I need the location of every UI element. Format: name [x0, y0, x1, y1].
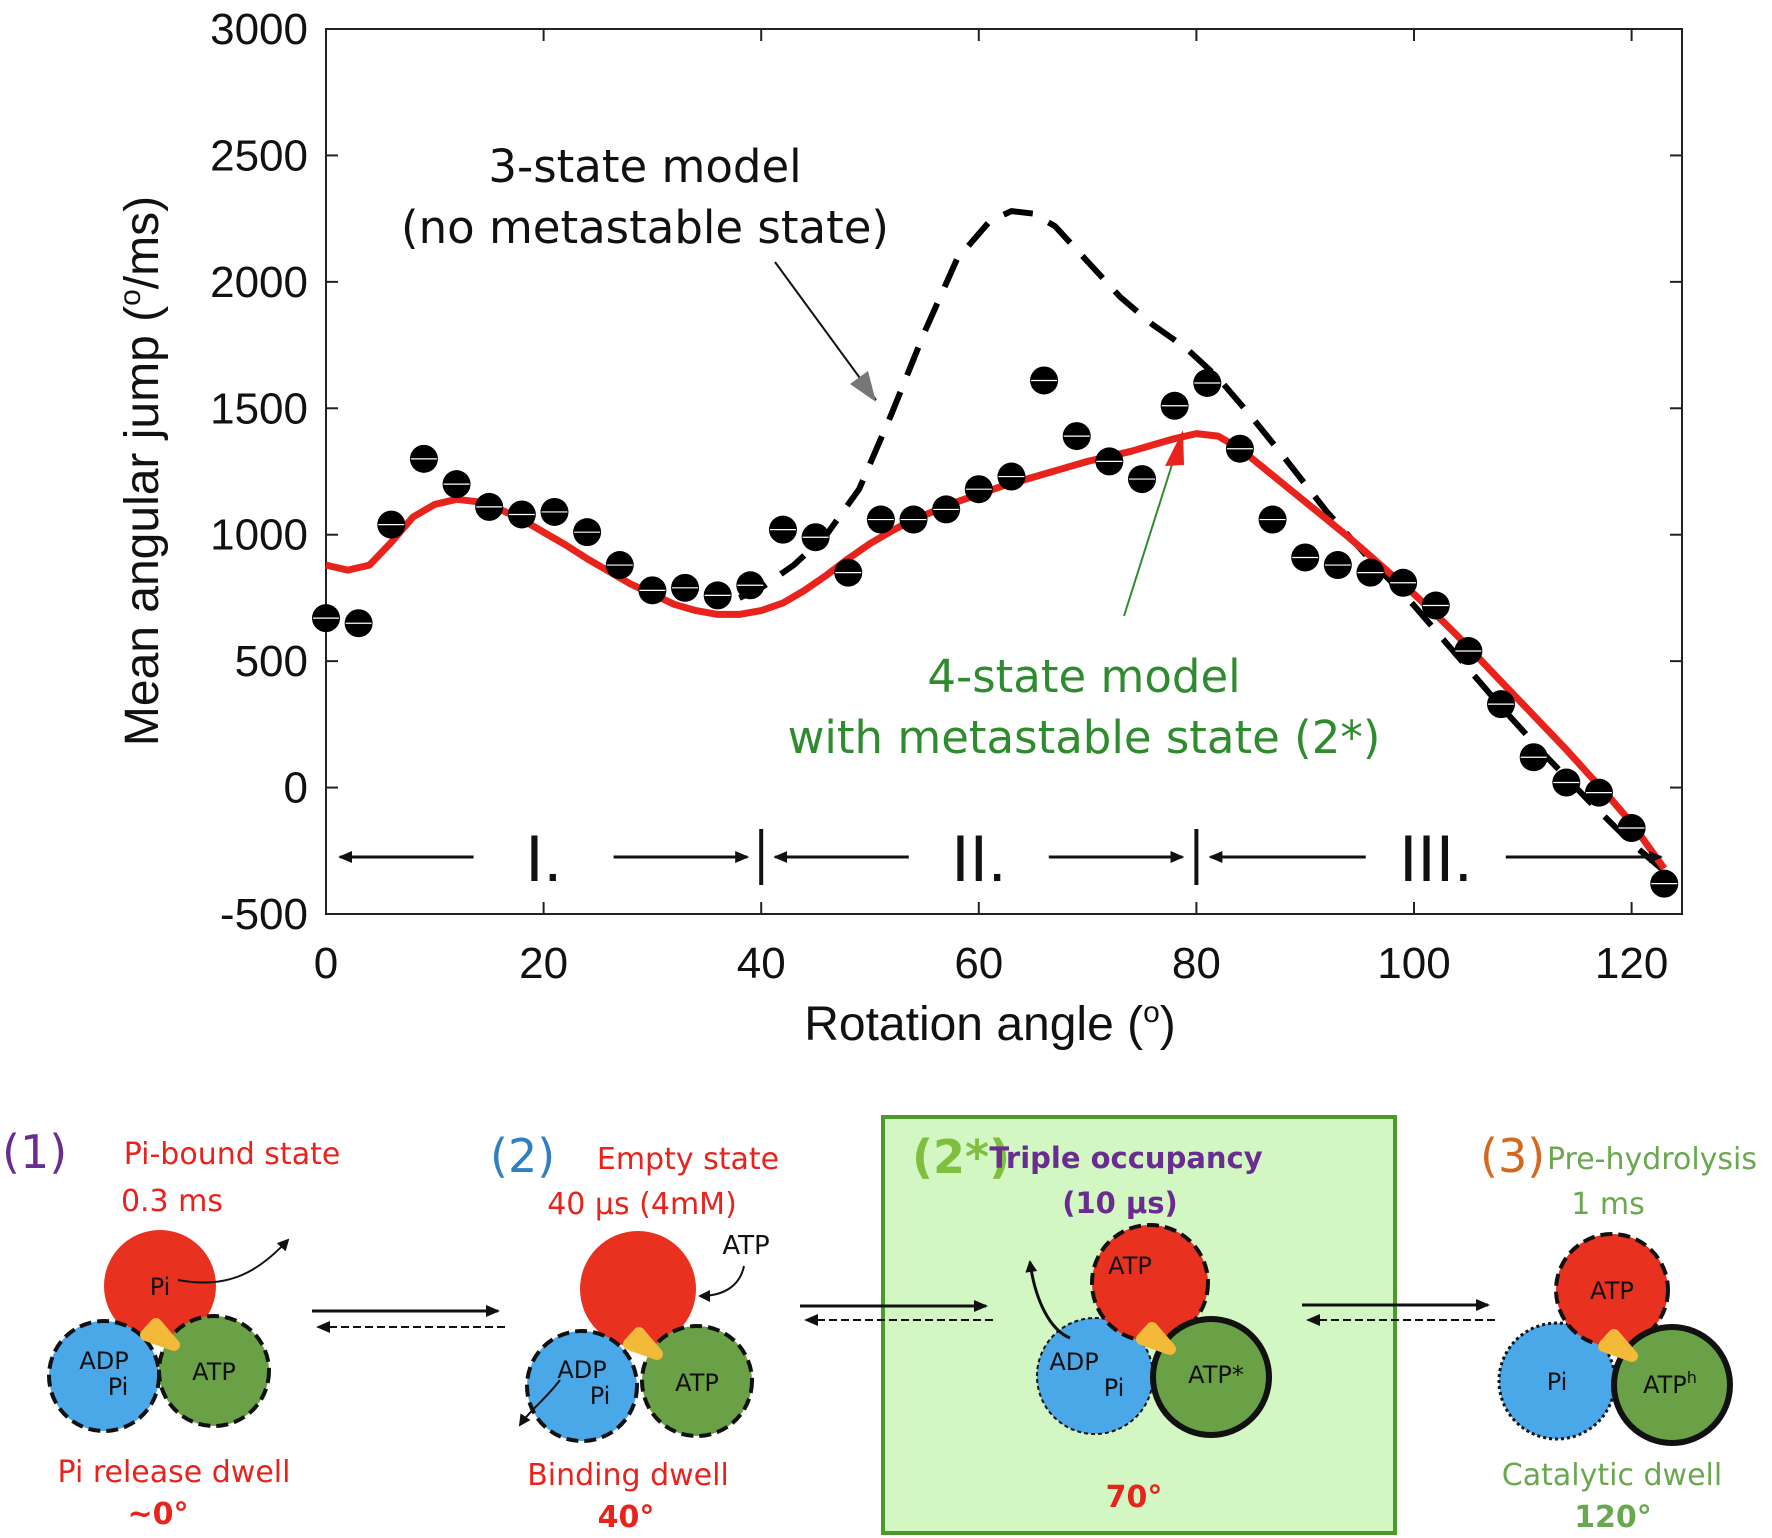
state-2-star-name: Triple occupancy — [989, 1141, 1262, 1175]
release-arrow — [177, 1238, 290, 1284]
x-tick-label: 120 — [1595, 939, 1668, 988]
four-state-label-2: with metastable state (2*) — [788, 711, 1381, 764]
state-3: (3) Pre-hydrolysis 1 ms ATP Pi ATPh Cata… — [1480, 1129, 1757, 1535]
rotation-arrow-icon — [140, 1318, 180, 1351]
state-2-number: (2) — [490, 1129, 555, 1183]
y-tick-label: 500 — [235, 637, 308, 686]
y-tick-label: 2000 — [210, 258, 308, 307]
state-3-left-label: Pi — [1547, 1368, 1568, 1396]
x-axis-label: Rotation angle (o) — [804, 996, 1176, 1051]
state-2-star-atp-right — [1150, 1316, 1272, 1438]
state-3-right-sup: h — [1687, 1368, 1697, 1387]
state-2-right-label: ATP — [675, 1369, 719, 1397]
scheme: (1) Pi-bound state 0.3 ms Pi ADP Pi ATP … — [2, 1115, 1757, 1535]
state-3-top-label: ATP — [1590, 1277, 1634, 1305]
state-2-star-angle: 70° — [1106, 1480, 1163, 1515]
y-axis: -500 0 500 1000 1500 2000 2500 3000 — [210, 5, 1682, 939]
state-2-star-number: (2*) — [912, 1130, 1010, 1184]
state-2-left-label: ADP — [557, 1356, 606, 1384]
y-tick-label: 1000 — [210, 511, 308, 560]
region-label: I. — [525, 821, 562, 895]
state-2-star-right-label: ATP* — [1188, 1361, 1244, 1389]
state-2-star-top-label: ATP — [1108, 1252, 1152, 1280]
state-2-adp-site — [525, 1329, 639, 1443]
state-1-dwell: Pi release dwell — [58, 1455, 291, 1490]
rotation-arrow-icon — [623, 1327, 663, 1360]
state-2-atp-site — [640, 1324, 754, 1438]
curves — [325, 208, 1668, 874]
y-tick-label: 3000 — [210, 5, 308, 54]
state-1-top-label: Pi — [150, 1273, 171, 1301]
state-2-name: Empty state — [597, 1142, 779, 1177]
four-state-arrowhead — [1165, 430, 1184, 466]
adp-release-arrow — [518, 1379, 561, 1427]
state-1-right-label: ATP — [192, 1358, 236, 1386]
x-tick-label: 80 — [1172, 939, 1221, 988]
state-2-star-left-label-2: Pi — [1104, 1374, 1125, 1402]
state-2-star-left-label: ADP — [1049, 1348, 1098, 1376]
data-points — [312, 366, 1679, 898]
four-state-pointer — [1123, 451, 1177, 617]
y-tick-label: -500 — [220, 890, 308, 939]
state-2-left-label-2: Pi — [590, 1382, 611, 1410]
three-state-label-2: (no metastable state) — [401, 201, 889, 254]
state-3-name: Pre-hydrolysis — [1547, 1142, 1757, 1177]
x-tick-label: 20 — [519, 939, 568, 988]
y-tick-label: 1500 — [210, 384, 308, 433]
state-1: (1) Pi-bound state 0.3 ms Pi ADP Pi ATP … — [2, 1125, 340, 1532]
state-3-right-label: ATPh — [1643, 1368, 1697, 1399]
y-axis-label: Mean angular jump (o/ms) — [114, 196, 169, 746]
x-tick-label: 0 — [314, 939, 338, 988]
three-state-curve — [738, 208, 1667, 874]
three-state-label-1: 3-state model — [488, 140, 801, 193]
state-2-empty-site — [580, 1231, 696, 1347]
state-1-pi-site — [104, 1230, 216, 1342]
state-2-star-time: (10 μs) — [1062, 1186, 1178, 1220]
three-state-pointer — [774, 261, 877, 401]
state-1-atp-site — [157, 1314, 271, 1428]
state-3-right-text: ATP — [1643, 1371, 1687, 1399]
state-1-name: Pi-bound state — [124, 1137, 341, 1172]
state-2-incoming-label: ATP — [722, 1231, 769, 1261]
state-3-atp-right — [1611, 1324, 1733, 1446]
state-2-star: (2*) Triple occupancy (10 μs) ATP ADP Pi… — [912, 1130, 1272, 1515]
state-1-left-label-2: Pi — [108, 1373, 129, 1401]
regions: I. II. III. — [338, 821, 1664, 895]
four-state-label-1: 4-state model — [927, 650, 1240, 703]
state-1-number: (1) — [2, 1125, 67, 1179]
x-tick-label: 40 — [737, 939, 786, 988]
state-3-atp-top — [1554, 1232, 1670, 1348]
state-2: (2) Empty state 40 μs (4mM) ATP ADP Pi A… — [490, 1129, 779, 1535]
state-1-left-label: ADP — [79, 1347, 128, 1375]
x-tick-label: 60 — [954, 939, 1003, 988]
state-3-dwell: Catalytic dwell — [1502, 1458, 1722, 1493]
y-tick-label: 0 — [284, 764, 308, 813]
rotation-arrow-icon — [1136, 1322, 1176, 1355]
state-1-time: 0.3 ms — [121, 1184, 223, 1219]
region-label: III. — [1399, 821, 1472, 895]
region-label: II. — [951, 821, 1006, 895]
x-axis: 0 20 40 60 80 100 120 — [314, 29, 1668, 988]
state-3-angle: 120° — [1574, 1500, 1652, 1535]
rotation-arrow-icon — [1598, 1329, 1638, 1362]
plot-frame — [325, 28, 1683, 915]
adp-exit-arrow — [1025, 1260, 1071, 1340]
state-3-time: 1 ms — [1571, 1187, 1644, 1222]
x-tick-label: 100 — [1377, 939, 1450, 988]
state-2-dwell: Binding dwell — [527, 1458, 729, 1493]
binding-arrow — [698, 1265, 745, 1302]
three-state-arrowhead — [850, 371, 876, 402]
state-2-time: 40 μs (4mM) — [547, 1187, 737, 1222]
y-tick-label: 2500 — [210, 131, 308, 180]
state-3-number: (3) — [1480, 1129, 1545, 1183]
state-2-angle: 40° — [598, 1500, 655, 1535]
state-1-angle: ~0° — [127, 1497, 188, 1532]
